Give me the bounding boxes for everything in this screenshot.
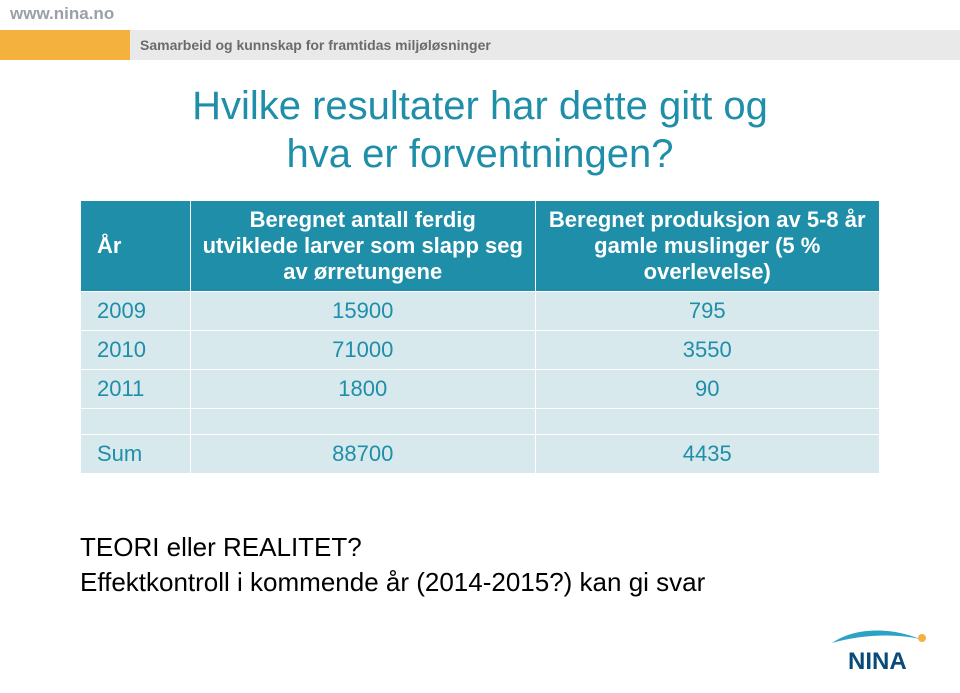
cell-year: 2009: [81, 292, 191, 331]
table-summary-row: Sum 88700 4435: [81, 435, 880, 474]
footer-line1: TEORI eller REALITET?: [80, 532, 362, 562]
cell-year: 2010: [81, 331, 191, 370]
table-gap-row: [81, 409, 880, 435]
cell-sum-prod: 4435: [535, 435, 880, 474]
table-row: 2011 1800 90: [81, 370, 880, 409]
cell-prod: 3550: [535, 331, 880, 370]
col-header-year: År: [81, 201, 191, 292]
col-header-larver: Beregnet antall ferdig utviklede larver …: [191, 201, 536, 292]
logo-swoosh-icon: [832, 630, 920, 643]
cell-sum-label: Sum: [81, 435, 191, 474]
title-line2: hva er forventningen?: [287, 132, 674, 176]
cell-sum-larver: 88700: [191, 435, 536, 474]
nina-logo-svg: NINA: [830, 629, 930, 675]
results-table-wrap: År Beregnet antall ferdig utviklede larv…: [80, 200, 880, 474]
header-band: Samarbeid og kunnskap for framtidas milj…: [0, 30, 960, 60]
nina-logo: NINA: [830, 629, 930, 675]
header-band-text: Samarbeid og kunnskap for framtidas milj…: [130, 37, 491, 53]
title-line1: Hvilke resultater har dette gitt og: [192, 84, 768, 128]
logo-text: NINA: [848, 648, 907, 675]
cell-prod: 90: [535, 370, 880, 409]
col-header-prod: Beregnet produksjon av 5-8 år gamle musl…: [535, 201, 880, 292]
results-table: År Beregnet antall ferdig utviklede larv…: [80, 200, 880, 474]
slide: www.nina.no Samarbeid og kunnskap for fr…: [0, 0, 960, 693]
cell-larver: 15900: [191, 292, 536, 331]
site-url-text: www.nina.no: [10, 4, 114, 23]
logo-dot-icon: [918, 634, 926, 642]
table-header-row: År Beregnet antall ferdig utviklede larv…: [81, 201, 880, 292]
footer-line2: Effektkontroll i kommende år (2014-2015?…: [80, 567, 705, 597]
slide-title: Hvilke resultater har dette gitt og hva …: [0, 82, 960, 178]
cell-prod: 795: [535, 292, 880, 331]
table-row: 2009 15900 795: [81, 292, 880, 331]
table-row: 2010 71000 3550: [81, 331, 880, 370]
cell-year: 2011: [81, 370, 191, 409]
footer-text: TEORI eller REALITET? Effektkontroll i k…: [80, 530, 705, 600]
cell-larver: 1800: [191, 370, 536, 409]
header-band-stripe: [0, 30, 130, 60]
site-url: www.nina.no: [0, 0, 124, 30]
cell-larver: 71000: [191, 331, 536, 370]
